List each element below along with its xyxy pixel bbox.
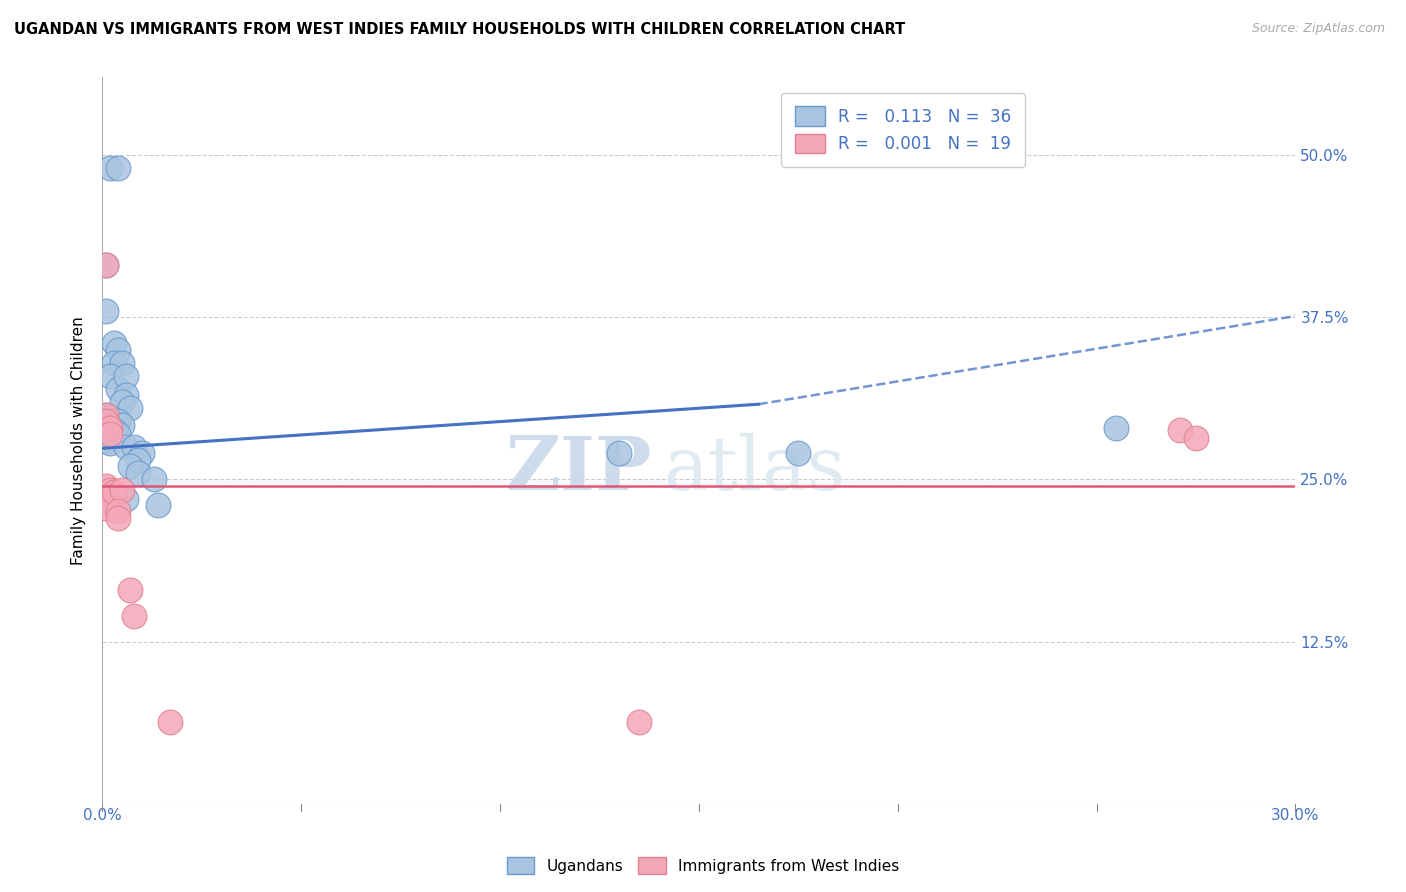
Point: [96, 259, 118, 273]
Point: [103, 356, 125, 370]
Point: [96, 414, 118, 428]
Point: [98, 410, 121, 425]
Point: [118, 459, 141, 474]
Point: [1105, 420, 1128, 434]
Point: [96, 500, 118, 515]
Point: [103, 336, 125, 351]
Point: [98, 436, 121, 450]
Point: [142, 472, 165, 486]
Point: [628, 714, 651, 729]
Point: [131, 446, 153, 460]
Point: [98, 368, 121, 383]
Point: [96, 303, 118, 318]
Point: [1168, 423, 1191, 437]
Point: [1185, 431, 1208, 445]
Point: [146, 499, 169, 513]
Point: [115, 440, 138, 454]
Point: [107, 511, 129, 525]
Point: [103, 423, 125, 437]
Point: [96, 434, 118, 448]
Point: [98, 420, 121, 434]
Text: Source: ZipAtlas.com: Source: ZipAtlas.com: [1251, 22, 1385, 36]
Point: [111, 394, 134, 409]
Text: ZIP: ZIP: [505, 434, 651, 506]
Point: [111, 417, 134, 432]
Point: [115, 388, 138, 402]
Point: [98, 496, 121, 510]
Point: [111, 356, 134, 370]
Point: [159, 714, 181, 729]
Point: [98, 161, 121, 176]
Point: [96, 259, 118, 273]
Point: [98, 427, 121, 442]
Text: atlas: atlas: [664, 434, 845, 506]
Point: [111, 483, 134, 497]
Point: [127, 453, 149, 467]
Point: [122, 608, 145, 623]
Text: UGANDAN VS IMMIGRANTS FROM WEST INDIES FAMILY HOUSEHOLDS WITH CHILDREN CORRELATI: UGANDAN VS IMMIGRANTS FROM WEST INDIES F…: [14, 22, 905, 37]
Point: [98, 483, 121, 497]
Point: [122, 440, 145, 454]
Point: [118, 401, 141, 416]
Point: [103, 414, 125, 428]
Point: [96, 408, 118, 422]
Legend: Ugandans, Immigrants from West Indies: Ugandans, Immigrants from West Indies: [501, 851, 905, 880]
Point: [127, 466, 149, 480]
Point: [103, 485, 125, 500]
Point: [96, 479, 118, 493]
Point: [96, 408, 118, 422]
Legend: R =   0.113   N =  36, R =   0.001   N =  19: R = 0.113 N = 36, R = 0.001 N = 19: [782, 93, 1025, 167]
Point: [103, 488, 125, 502]
Point: [107, 343, 129, 357]
Point: [118, 582, 141, 597]
Point: [787, 446, 810, 460]
Point: [107, 161, 129, 176]
Y-axis label: Family Households with Children: Family Households with Children: [72, 316, 86, 565]
Point: [107, 503, 129, 517]
Point: [107, 382, 129, 396]
Point: [115, 368, 138, 383]
Point: [107, 427, 129, 442]
Point: [607, 446, 630, 460]
Point: [115, 491, 138, 506]
Point: [107, 414, 129, 428]
